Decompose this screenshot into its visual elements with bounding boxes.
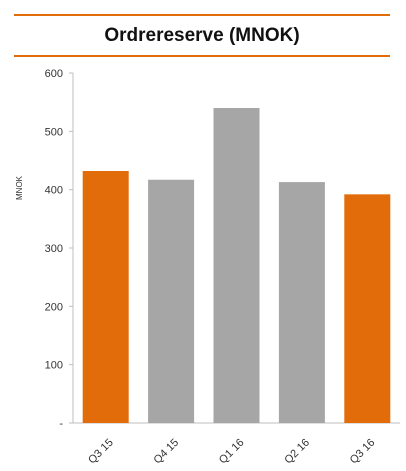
x-tick-label: Q3 16 [348,437,378,467]
bar [148,179,195,423]
y-axis-ticks: - 100 200 300 400 500 600 [45,68,73,430]
x-tick-label: Q3 15 [86,437,116,467]
bar [82,171,129,423]
x-tick-label: Q2 16 [282,437,312,467]
y-tick-label: 100 [45,360,63,372]
bar [213,108,260,423]
x-axis-ticks: Q3 15 Q4 15 Q1 16 Q2 16 Q3 16 [86,437,377,467]
x-tick-label: Q1 16 [217,437,247,467]
y-tick-label: 300 [45,243,63,255]
title-top-rule [14,14,390,16]
y-tick-label: 600 [45,68,63,80]
y-tick-label: - [59,418,63,430]
title-bottom-rule [14,55,390,57]
chart-title: Ordrereserve (MNOK) [104,25,300,46]
y-tick-label: 200 [45,301,63,313]
bar [278,182,325,423]
x-tick-label: Q4 15 [152,437,182,467]
y-tick-label: 400 [45,185,63,197]
bars [82,108,391,423]
y-axis-label: MNOK [15,175,24,200]
y-tick-label: 500 [45,126,63,138]
bar [344,194,391,423]
